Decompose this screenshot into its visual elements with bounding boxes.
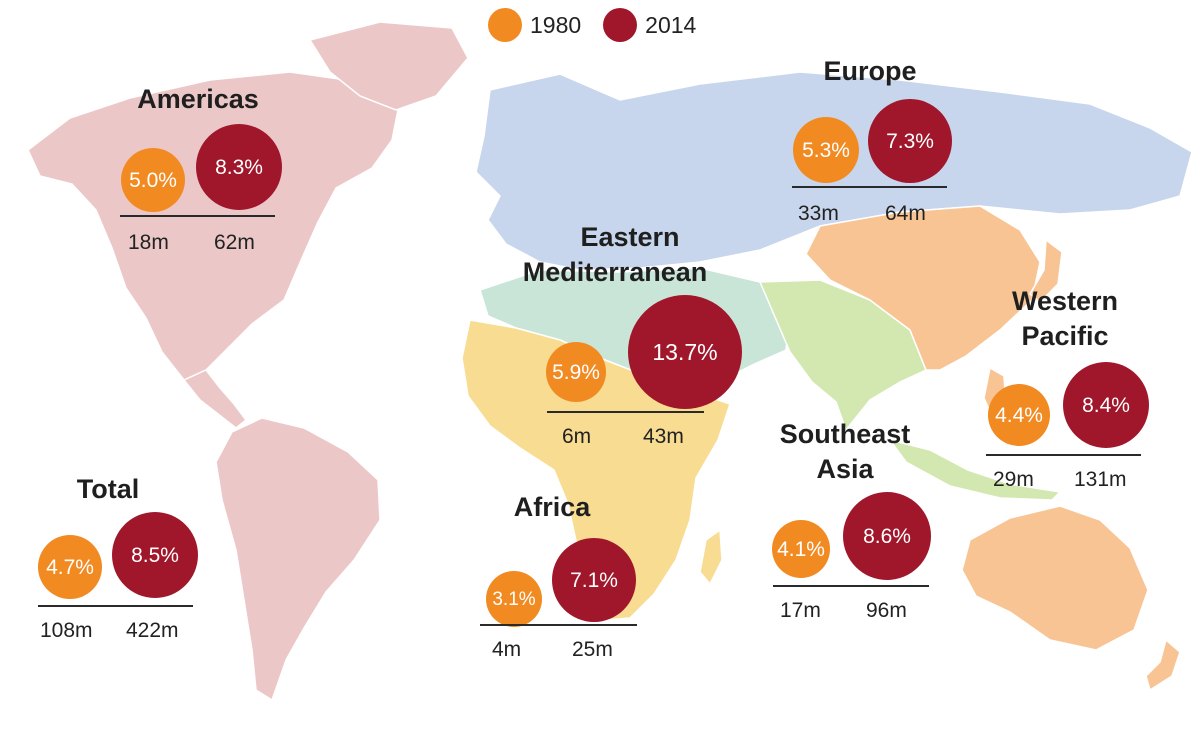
count-1980-americas: 18m [128, 231, 169, 254]
japan-landmass [1029, 238, 1063, 304]
region-title-americas: Americas [137, 84, 259, 114]
legend-label-2014: 2014 [645, 11, 697, 38]
count-1980-europe: 33m [798, 202, 839, 225]
divider-total [38, 605, 193, 607]
count-2014-total: 422m [126, 619, 179, 642]
count-1980-western-pacific: 29m [993, 468, 1034, 491]
bubble-2014-europe: 7.3% [868, 99, 952, 183]
region-title-eastern-mediterranean-line1: Eastern [580, 222, 680, 252]
legend: 1980 2014 [488, 8, 718, 42]
greenland-landmass [308, 21, 469, 111]
central-america-landmass [182, 369, 248, 429]
divider-africa [480, 624, 637, 626]
bubble-2014-southeast-asia: 8.6% [843, 492, 931, 580]
bubble-2014-total: 8.5% [112, 512, 198, 598]
region-title-africa: Africa [513, 492, 591, 522]
australia-landmass [961, 505, 1149, 651]
count-2014-africa: 25m [572, 638, 613, 661]
count-2014-americas: 62m [214, 231, 255, 254]
divider-western-pacific [986, 454, 1141, 456]
bubble-1980-europe: 5.3% [793, 117, 859, 183]
count-2014-europe: 64m [885, 202, 926, 225]
legend-swatch-1980 [488, 8, 522, 42]
count-2014-western-pacific: 131m [1074, 468, 1127, 491]
region-title-southeast-asia-line1: Southeast [779, 419, 911, 449]
bubble-2014-western-pacific: 8.4% [1063, 362, 1149, 448]
china-landmass [805, 205, 1041, 371]
count-1980-total: 108m [40, 619, 93, 642]
madagascar-landmass [699, 528, 723, 586]
divider-southeast-asia [773, 585, 929, 587]
bubble-1980-africa: 3.1% [486, 571, 542, 627]
region-title-southeast-asia-line2: Asia [816, 454, 874, 484]
region-title-eastern-mediterranean-line2: Mediterranean [522, 257, 708, 287]
legend-swatch-2014 [603, 8, 638, 42]
region-title-total: Total [76, 474, 140, 504]
south-america-landmass [215, 417, 381, 702]
count-1980-africa: 4m [492, 638, 522, 661]
bubble-1980-southeast-asia: 4.1% [772, 520, 830, 578]
count-2014-southeast-asia: 96m [866, 599, 907, 622]
bubble-1980-eastern-mediterranean: 5.9% [546, 342, 606, 402]
count-1980-eastern-mediterranean: 6m [562, 425, 592, 448]
legend-item-2014: 2014 [603, 8, 696, 42]
region-title-western-pacific-line2: Pacific [1021, 321, 1109, 351]
legend-item-1980: 1980 [488, 8, 581, 42]
divider-americas [120, 215, 275, 217]
bubble-1980-total: 4.7% [38, 535, 102, 599]
region-title-western-pacific-line1: Western [1011, 286, 1119, 316]
count-2014-eastern-mediterranean: 43m [643, 425, 684, 448]
divider-europe [792, 186, 947, 188]
new-zealand-landmass [1145, 638, 1181, 692]
region-title-europe: Europe [823, 56, 917, 86]
indonesia-landmass [888, 438, 1062, 501]
divider-eastern-mediterranean [547, 411, 704, 413]
north-america-landmass [27, 71, 401, 381]
bubble-2014-eastern-mediterranean: 13.7% [628, 295, 742, 409]
bubble-2014-americas: 8.3% [196, 124, 282, 210]
count-1980-southeast-asia: 17m [780, 599, 821, 622]
legend-label-1980: 1980 [530, 11, 582, 38]
bubble-2014-africa: 7.1% [552, 538, 636, 622]
bubble-1980-americas: 5.0% [121, 148, 185, 212]
bubble-1980-western-pacific: 4.4% [988, 384, 1050, 446]
